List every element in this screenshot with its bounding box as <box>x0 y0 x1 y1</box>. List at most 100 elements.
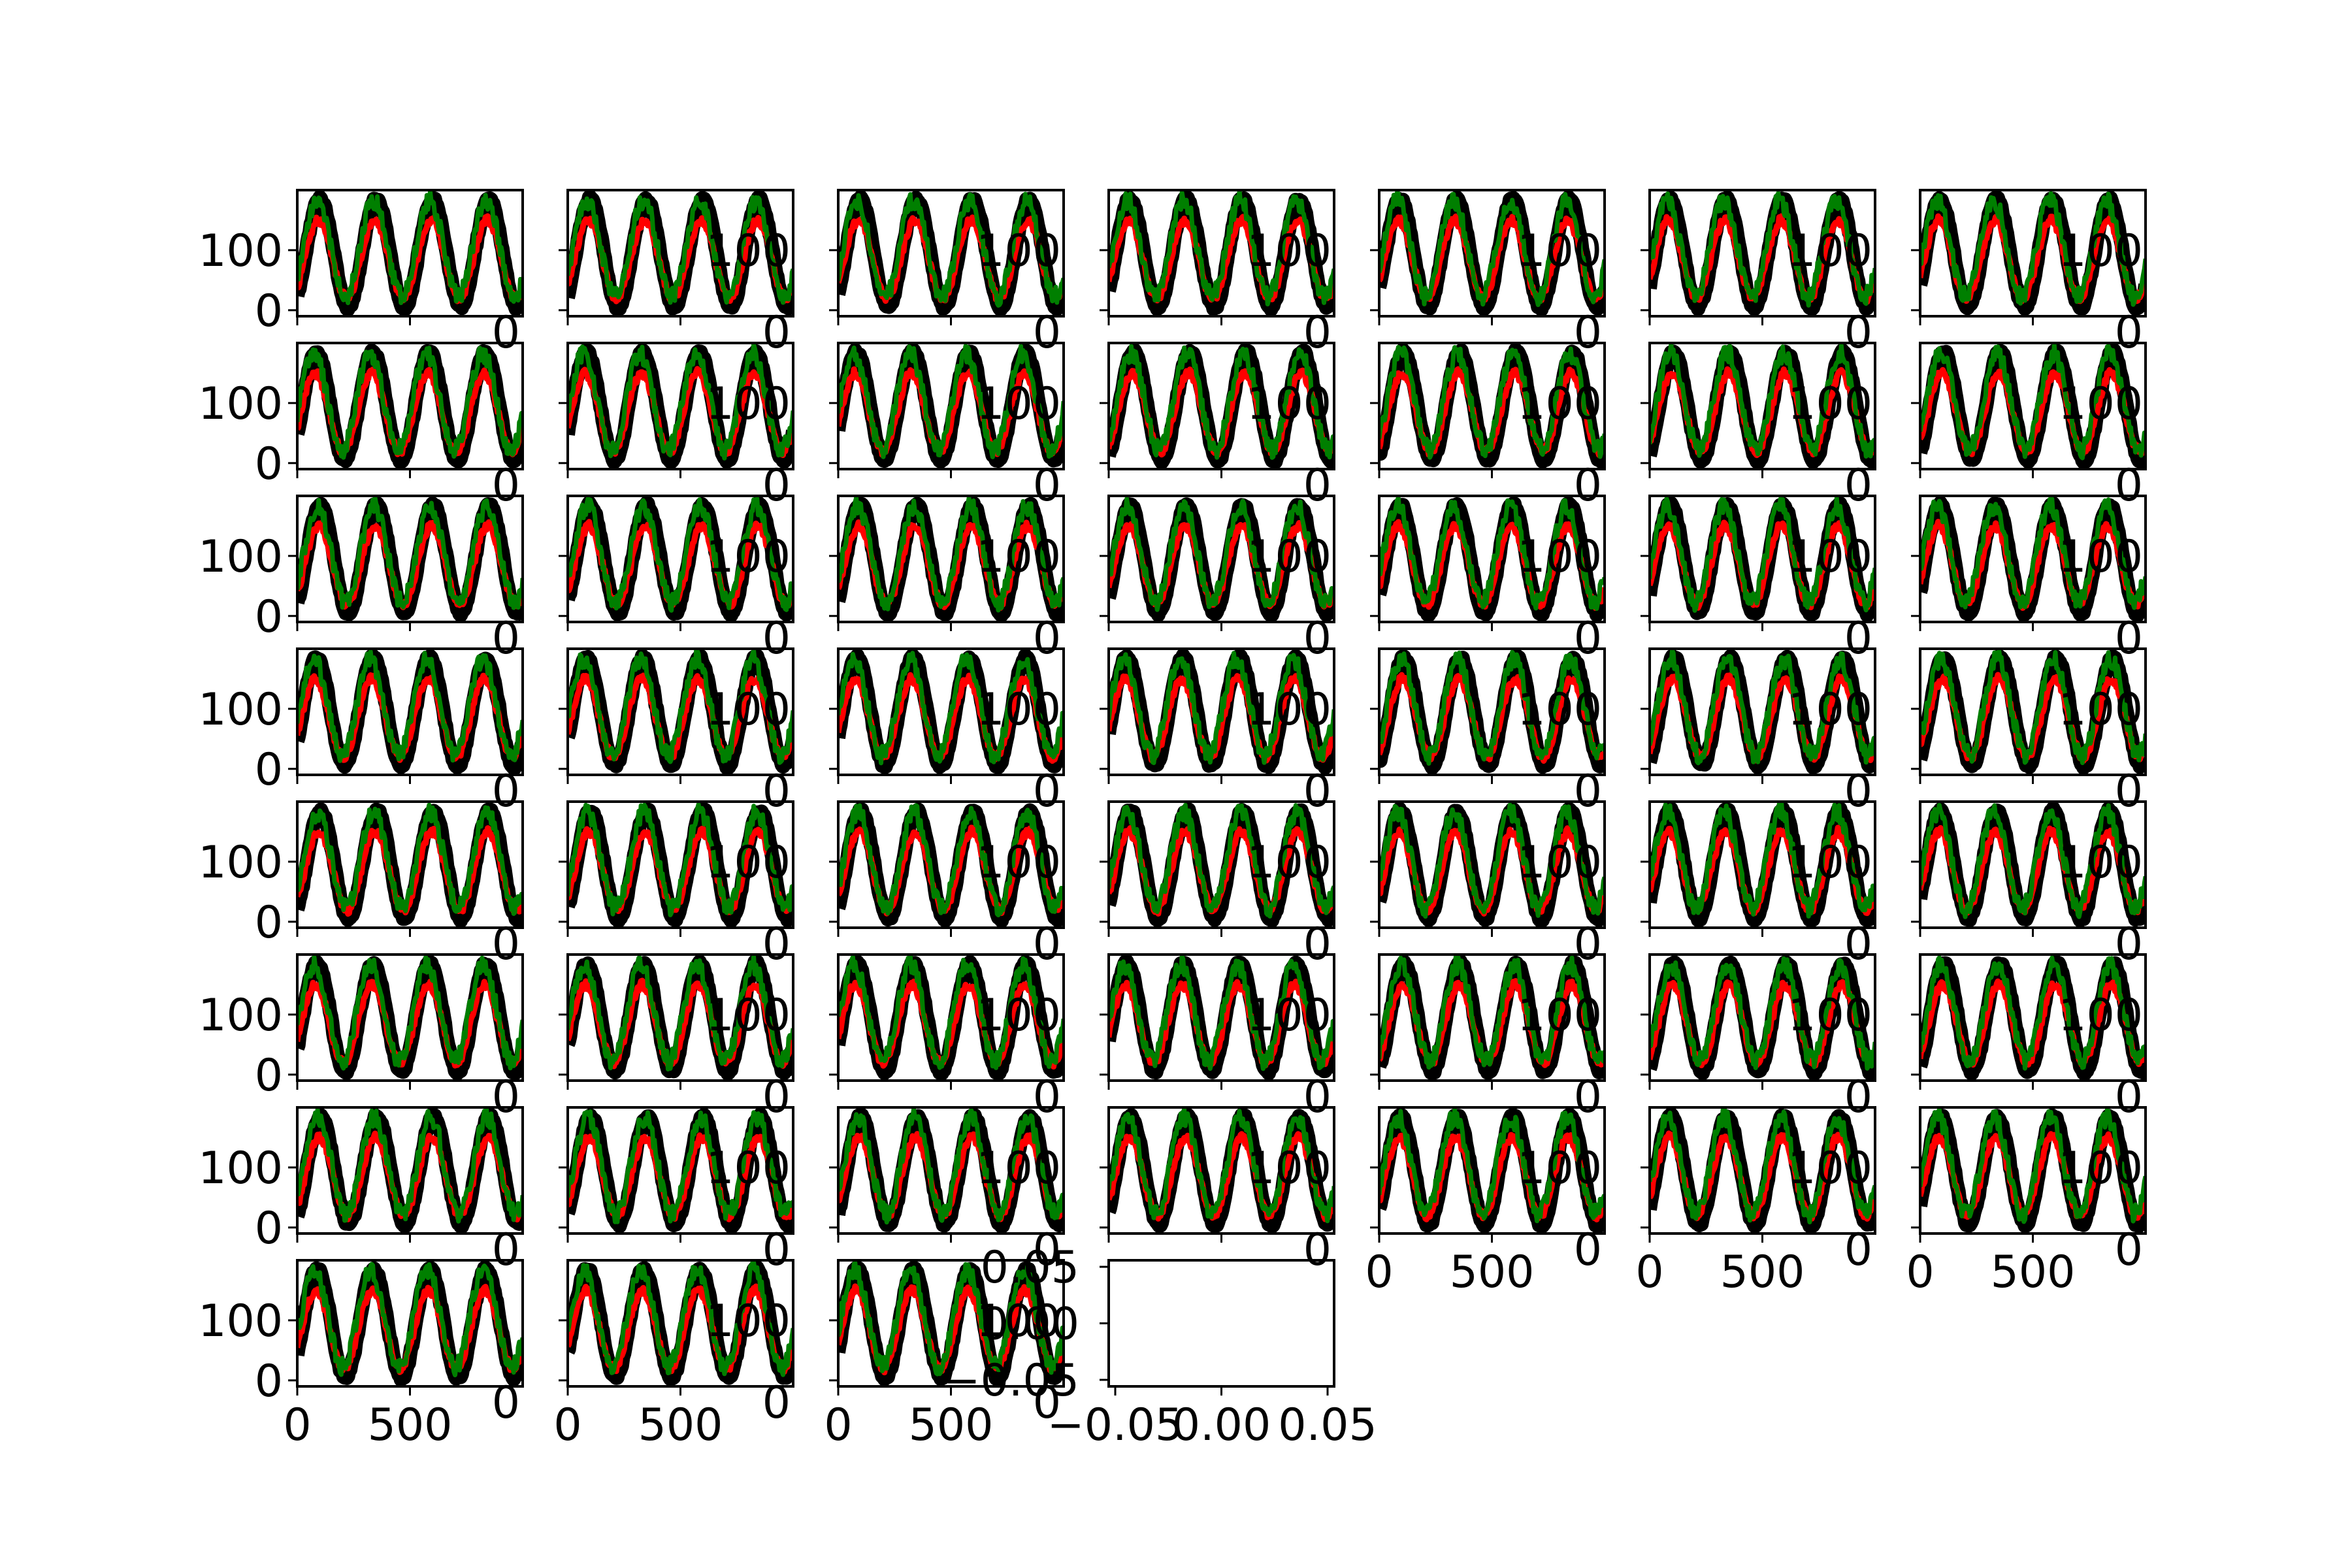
series-green-line <box>1379 802 1605 919</box>
x-tick-label: −0.05 <box>1047 1399 1183 1451</box>
overlay-tick-label: 0 <box>1303 613 1331 664</box>
subplot-1: 100 0 0 <box>198 189 524 359</box>
subplot-17: 100 0 <box>829 495 1065 664</box>
series-green-line <box>1109 955 1334 1071</box>
x-tick-label: 0 <box>824 1399 852 1451</box>
x-tick-label: 0 <box>283 1399 311 1451</box>
overlay-tick-label: 0 <box>492 1224 520 1276</box>
series-green-line <box>1379 649 1605 766</box>
y-tick-label: 0.05 <box>981 1242 1079 1294</box>
series-green-line <box>1920 343 2146 461</box>
x-tick-label: 0.00 <box>1172 1399 1271 1451</box>
subplot-29: 100 0 0 <box>198 800 524 970</box>
overlay-tick-label: 0 <box>492 1377 520 1429</box>
subplot-31: 100 0 <box>829 800 1065 970</box>
overlay-tick-label: 100 <box>706 990 791 1041</box>
overlay-tick-label: 100 <box>976 531 1061 583</box>
overlay-tick-label: 0 <box>1303 919 1331 970</box>
subplot-53: −0.050.00 0.050.050.00−0.05 <box>943 1242 1377 1451</box>
overlay-tick-label: 100 <box>1517 1143 1602 1194</box>
overlay-tick-label: 100 <box>1788 225 1872 277</box>
series-green-line <box>1920 1107 2146 1224</box>
overlay-tick-label: 100 <box>1247 531 1331 583</box>
overlay-tick-label: 100 <box>706 531 791 583</box>
overlay-tick-label: 0 <box>1574 1224 1602 1276</box>
x-tick-label: 0 <box>1635 1247 1663 1298</box>
series-green-line <box>838 803 1064 918</box>
subplot-18: 100 0 <box>1100 495 1335 664</box>
overlay-tick-label: 100 <box>1517 225 1602 277</box>
y-tick-label: 0 <box>255 591 283 643</box>
subplot-30: 100 0 <box>559 800 794 970</box>
series-green-line <box>838 1107 1064 1225</box>
overlay-tick-label: 100 <box>706 684 791 736</box>
series-green-line <box>568 343 793 461</box>
x-tick-label: 500 <box>368 1399 453 1451</box>
series-green-line <box>1650 956 1875 1071</box>
series-green-line <box>1650 802 1875 919</box>
series-green-line <box>1379 190 1605 307</box>
x-tick-label: 500 <box>638 1399 723 1451</box>
subplot-15: 100 0 0 <box>198 495 524 664</box>
subplot-39: 100 0 <box>1100 953 1335 1123</box>
overlay-tick-label: 100 <box>1247 378 1331 430</box>
series-green-line <box>1109 802 1334 919</box>
series-green-line <box>297 802 523 916</box>
overlay-tick-label: 0 <box>762 1224 791 1276</box>
subplot-49: 100 0 0 500 <box>1906 1106 2147 1298</box>
series-green-line <box>838 496 1064 613</box>
y-tick-label: 100 <box>198 378 283 430</box>
overlay-tick-label: 0 <box>2115 1224 2143 1276</box>
overlay-tick-label: 0 <box>2115 766 2143 817</box>
series-green-line <box>1920 802 2146 919</box>
overlay-tick-label: 100 <box>1788 684 1872 736</box>
axes-frame <box>1107 1259 1335 1388</box>
overlay-tick-label: 0 <box>2115 1071 2143 1123</box>
subplot-41: 100 0 <box>1641 953 1876 1123</box>
subplot-12: 100 0 <box>1370 342 1606 512</box>
y-tick-label: 100 <box>198 684 283 736</box>
subplot-32: 100 0 <box>1100 800 1335 970</box>
series-green-line <box>1109 344 1334 460</box>
overlay-tick-label: 100 <box>2058 990 2143 1041</box>
series-green-line <box>1109 1107 1334 1224</box>
y-tick-label: 100 <box>198 837 283 889</box>
overlay-tick-label: 0 <box>1844 460 1872 512</box>
series-green-line <box>1650 1107 1875 1224</box>
y-tick-label: 100 <box>198 1296 283 1347</box>
overlay-tick-label: 0 <box>492 613 520 664</box>
series-green-line <box>838 191 1064 308</box>
series-green-line <box>1920 191 2146 307</box>
x-tick-label: 0 <box>553 1399 581 1451</box>
y-tick-label: 0 <box>255 438 283 490</box>
overlay-tick-label: 100 <box>976 990 1061 1041</box>
overlay-tick-label: 100 <box>1517 378 1602 430</box>
series-green-line <box>297 955 523 1071</box>
series-green-line <box>1109 651 1334 766</box>
series-green-line <box>568 802 793 917</box>
overlay-tick-label: 100 <box>2058 837 2143 889</box>
overlay-tick-label: 100 <box>2058 225 2143 277</box>
overlay-tick-label: 0 <box>762 307 791 359</box>
series-green-line <box>1920 497 2146 610</box>
series-green-line <box>1379 1107 1605 1224</box>
overlay-tick-label: 100 <box>2058 531 2143 583</box>
overlay-tick-label: 0 <box>1844 766 1872 817</box>
series-green-line <box>1379 345 1605 460</box>
subplot-47: 100 0 0 500 <box>1365 1106 1606 1298</box>
x-tick-label: 500 <box>1450 1247 1535 1298</box>
series-green-line <box>1109 497 1334 612</box>
